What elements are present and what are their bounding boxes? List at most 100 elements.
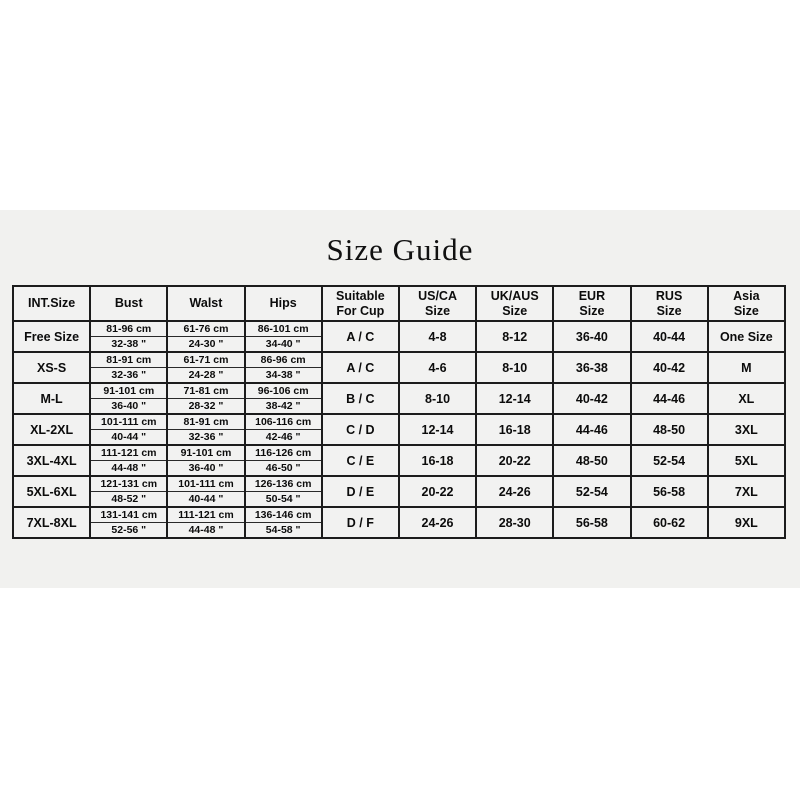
table-row: 7XL-8XL 131-141 cm 111-121 cm 136-146 cm… [11,506,787,539]
eur-cell: 36-38 [552,351,632,384]
col-header-waist: Walst [166,285,246,322]
usca-cell: 12-14 [397,413,478,446]
waist-in-cell: 40-44 " [166,491,246,508]
bust-cm-cell: 81-91 cm [89,351,169,368]
cup-cell: C / D [320,413,400,446]
cup-cell: D / F [320,506,400,539]
usca-cell: 20-22 [397,475,478,508]
bust-cm-cell: 101-111 cm [89,413,169,430]
table-row: 5XL-6XL 121-131 cm 101-111 cm 126-136 cm… [11,475,787,508]
table-subrow: 52-56 " 44-48 " 54-58 " [13,522,785,539]
table-row: XL-2XL 101-111 cm 81-91 cm 106-116 cm C … [11,413,787,446]
cup-cell: A / C [320,320,400,353]
rus-cell: 48-50 [629,413,709,446]
waist-in-cell: 36-40 " [166,460,246,477]
ukaus-cell: 28-30 [475,506,555,539]
table-subrow: 44-48 " 36-40 " 46-50 " [13,460,785,477]
int-size-cell: Free Size [11,320,92,353]
ukaus-cell: 24-26 [475,475,555,508]
rus-cell: 40-44 [629,320,709,353]
bust-in-cell: 32-38 " [89,336,169,353]
asia-cell: 5XL [706,444,787,477]
table-subrow: 40-44 " 32-36 " 42-46 " [13,429,785,446]
col-header-asia-size: Asia Size [706,285,787,322]
waist-cm-cell: 91-101 cm [166,444,246,461]
cup-cell: A / C [320,351,400,384]
bust-in-cell: 52-56 " [89,522,169,539]
bust-in-cell: 48-52 " [89,491,169,508]
table-row: M-L 91-101 cm 71-81 cm 96-106 cm B / C 8… [11,382,787,415]
waist-in-cell: 32-36 " [166,429,246,446]
usca-cell: 8-10 [397,382,478,415]
col-header-cup: Suitable For Cup [320,285,400,322]
col-header-hips: Hips [243,285,323,322]
usca-cell: 4-8 [397,320,478,353]
bust-in-cell: 40-44 " [89,429,169,446]
bust-in-cell: 32-36 " [89,367,169,384]
int-size-cell: XS-S [11,351,92,384]
ukaus-cell: 20-22 [475,444,555,477]
size-table: INT.Size Bust Walst Hips Suitable For Cu… [11,285,787,539]
ukaus-cell: 8-12 [475,320,555,353]
table-row: Free Size 81-96 cm 61-76 cm 86-101 cm A … [11,320,787,353]
col-header-int-size: INT.Size [11,285,92,322]
table-row: XS-S 81-91 cm 61-71 cm 86-96 cm A / C 4-… [11,351,787,384]
rus-cell: 56-58 [629,475,709,508]
eur-cell: 44-46 [552,413,632,446]
waist-in-cell: 24-28 " [166,367,246,384]
hips-in-cell: 42-46 " [243,429,323,446]
waist-in-cell: 24-30 " [166,336,246,353]
int-size-cell: 7XL-8XL [11,506,92,539]
int-size-cell: XL-2XL [11,413,92,446]
waist-cm-cell: 71-81 cm [166,382,246,399]
bust-in-cell: 36-40 " [89,398,169,415]
ukaus-cell: 16-18 [475,413,555,446]
waist-cm-cell: 81-91 cm [166,413,246,430]
eur-cell: 52-54 [552,475,632,508]
ukaus-cell: 12-14 [475,382,555,415]
hips-in-cell: 46-50 " [243,460,323,477]
asia-cell: XL [706,382,787,415]
ukaus-cell: 8-10 [475,351,555,384]
table-subrow: 32-38 " 24-30 " 34-40 " [13,336,785,353]
hips-cm-cell: 96-106 cm [243,382,323,399]
asia-cell: One Size [706,320,787,353]
hips-in-cell: 34-40 " [243,336,323,353]
hips-cm-cell: 86-101 cm [243,320,323,337]
table-row: 3XL-4XL 111-121 cm 91-101 cm 116-126 cm … [11,444,787,477]
bust-cm-cell: 121-131 cm [89,475,169,492]
hips-in-cell: 34-38 " [243,367,323,384]
asia-cell: 3XL [706,413,787,446]
col-header-rus-size: RUS Size [629,285,709,322]
bust-cm-cell: 111-121 cm [89,444,169,461]
waist-cm-cell: 61-76 cm [166,320,246,337]
asia-cell: M [706,351,787,384]
hips-cm-cell: 86-96 cm [243,351,323,368]
rus-cell: 60-62 [629,506,709,539]
bust-cm-cell: 81-96 cm [89,320,169,337]
asia-cell: 9XL [706,506,787,539]
waist-cm-cell: 101-111 cm [166,475,246,492]
usca-cell: 4-6 [397,351,478,384]
table-subrow: 32-36 " 24-28 " 34-38 " [13,367,785,384]
col-header-bust: Bust [89,285,169,322]
int-size-cell: 3XL-4XL [11,444,92,477]
asia-cell: 7XL [706,475,787,508]
cup-cell: C / E [320,444,400,477]
int-size-cell: 5XL-6XL [11,475,92,508]
col-header-usca-size: US/CA Size [397,285,478,322]
col-header-ukaus-size: UK/AUS Size [475,285,555,322]
hips-in-cell: 50-54 " [243,491,323,508]
int-size-cell: M-L [11,382,92,415]
usca-cell: 24-26 [397,506,478,539]
hips-cm-cell: 136-146 cm [243,506,323,523]
cup-cell: D / E [320,475,400,508]
waist-in-cell: 28-32 " [166,398,246,415]
col-header-eur-size: EUR Size [552,285,632,322]
rus-cell: 40-42 [629,351,709,384]
eur-cell: 56-58 [552,506,632,539]
hips-cm-cell: 106-116 cm [243,413,323,430]
usca-cell: 16-18 [397,444,478,477]
bust-cm-cell: 131-141 cm [89,506,169,523]
waist-in-cell: 44-48 " [166,522,246,539]
